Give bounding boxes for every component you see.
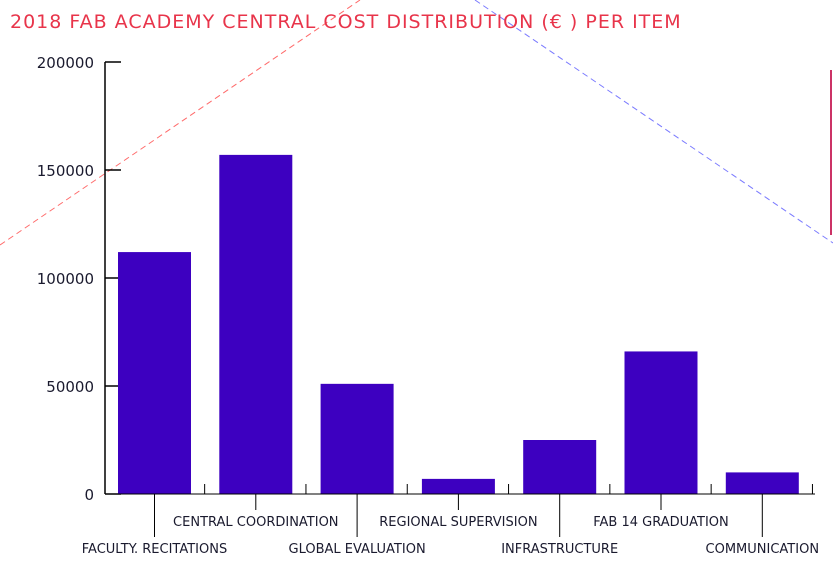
- y-axis: 0 50000 100000 150000 200000: [37, 54, 121, 504]
- bar: [421, 478, 495, 494]
- x-tick-label: REGIONAL SUPERVISION: [379, 515, 537, 530]
- x-tick-label: FAB 14 GRADUATION: [593, 515, 729, 530]
- bar: [118, 252, 191, 494]
- x-tick-label: COMMUNICATION: [706, 542, 820, 557]
- x-tick-label: INFRASTRUCTURE: [501, 542, 618, 557]
- y-tick-label: 150000: [37, 162, 94, 180]
- chart-title: 2018 FAB ACADEMY CENTRAL COST DISTRIBUTI…: [10, 11, 682, 33]
- decorative-dashed-line-blue: [474, 0, 833, 244]
- x-tick-label: CENTRAL COORDINATION: [173, 515, 339, 530]
- bar: [725, 472, 799, 494]
- y-tick-label: 50000: [46, 378, 94, 396]
- bar: [523, 440, 597, 494]
- x-tick-label: FACULTY. RECITATIONS: [82, 542, 227, 557]
- bar: [219, 154, 293, 494]
- decorative-dashed-line-red: [0, 0, 361, 246]
- y-tick-label: 0: [84, 486, 94, 504]
- bar: [320, 383, 394, 494]
- x-tick-label: GLOBAL EVALUATION: [289, 542, 426, 557]
- bars-group: [118, 154, 799, 494]
- y-tick-label: 100000: [37, 270, 94, 288]
- x-axis: FACULTY. RECITATIONS CENTRAL COORDINATION…: [82, 484, 819, 557]
- y-tick-label: 200000: [37, 54, 94, 72]
- bar: [624, 351, 698, 494]
